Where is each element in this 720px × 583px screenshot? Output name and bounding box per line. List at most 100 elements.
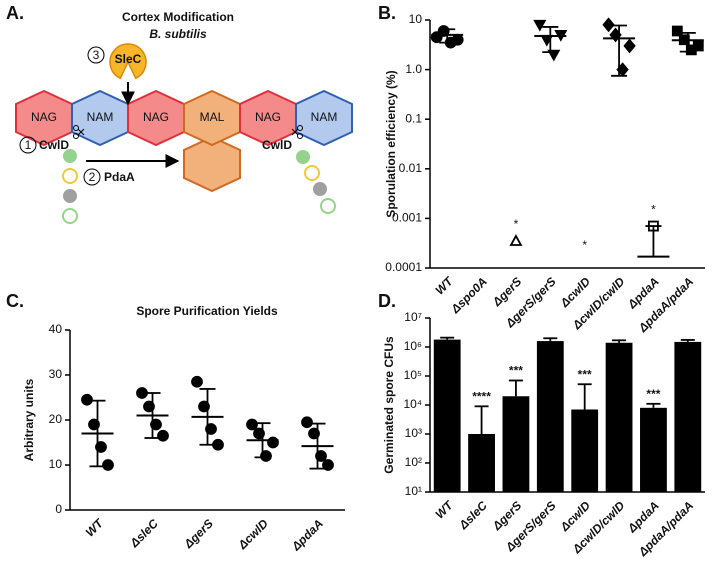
sugar-label: MAL xyxy=(200,110,225,124)
dot xyxy=(205,423,217,435)
significance: *** xyxy=(509,364,523,378)
slec-enzyme xyxy=(109,43,147,80)
y-tick-label: 0.0001 xyxy=(385,260,422,274)
dot xyxy=(88,418,100,431)
dot xyxy=(102,459,114,471)
step-number: 2 xyxy=(89,170,96,184)
dot xyxy=(301,416,313,429)
y-tick-label: 10 xyxy=(49,457,63,471)
scissors xyxy=(73,125,85,139)
y-axis-label: Sporulation efficiency (%) xyxy=(384,70,398,217)
dot xyxy=(308,427,320,440)
y-tick-label: 10⁴ xyxy=(403,397,422,411)
enzyme-label: CwlD xyxy=(39,138,69,152)
x-tick-label: ΔcwlD xyxy=(235,516,271,552)
peptide xyxy=(320,198,336,214)
step-circle xyxy=(83,168,101,186)
y-tick-label: 0.001 xyxy=(392,211,422,225)
y-tick-label: 0 xyxy=(55,502,62,516)
dot xyxy=(198,400,210,413)
significance: *** xyxy=(646,387,660,401)
peptide xyxy=(63,189,77,203)
sugar xyxy=(183,135,241,193)
dot xyxy=(150,418,162,431)
dot xyxy=(246,418,258,431)
sugar-label: NAG xyxy=(255,110,281,124)
peptide xyxy=(313,182,327,196)
y-axis-label: Germinated spore CFUs xyxy=(382,336,396,474)
sugar-label: NAG xyxy=(143,110,169,124)
x-tick-label: ΔpdaA xyxy=(288,516,326,554)
significance: **** xyxy=(472,389,491,403)
significance: * xyxy=(582,238,587,252)
sugar-label: NAM xyxy=(87,110,114,124)
step-number: 3 xyxy=(93,48,100,62)
dot xyxy=(157,429,169,442)
y-tick-label: 30 xyxy=(49,367,63,381)
chart-title: Spore Purification Yields xyxy=(136,304,278,318)
y-tick-label: 10⁶ xyxy=(404,339,422,353)
sugar-label: NAG xyxy=(31,110,57,124)
peptide xyxy=(62,168,78,184)
enzyme-label: SleC xyxy=(115,52,142,66)
y-tick-label: 10⁵ xyxy=(404,368,422,382)
y-tick-label: 10² xyxy=(405,455,422,469)
dot xyxy=(191,375,203,388)
y-tick-label: 1.0 xyxy=(405,62,422,76)
y-tick-label: 10 xyxy=(409,12,423,26)
bar xyxy=(640,407,667,492)
panel-label: B. xyxy=(378,3,396,23)
dot xyxy=(671,25,683,37)
bar xyxy=(674,341,702,492)
y-tick-label: 20 xyxy=(49,412,63,426)
x-tick-label: WT xyxy=(432,497,456,521)
dot xyxy=(315,450,327,462)
x-tick-label: WT xyxy=(432,273,456,297)
panel-label: A. xyxy=(6,3,24,23)
bar xyxy=(605,342,633,492)
bar xyxy=(536,341,564,492)
diagram: A. Cortex Modification B. subtilis NAG N… xyxy=(6,3,353,224)
y-tick-label: 10⁷ xyxy=(404,310,422,324)
sugar xyxy=(295,89,353,147)
y-tick-label: 10¹ xyxy=(405,484,422,498)
x-tick-label: ΔsleC xyxy=(456,498,490,532)
dot xyxy=(95,441,107,453)
dot xyxy=(533,19,547,32)
dot xyxy=(143,400,155,413)
panel-label: D. xyxy=(378,291,396,311)
dot xyxy=(648,220,659,232)
dot xyxy=(602,17,615,33)
peptide xyxy=(296,150,310,164)
y-tick-label: 10³ xyxy=(405,426,422,440)
dot xyxy=(509,234,523,246)
scissors xyxy=(291,125,303,139)
peptide xyxy=(62,208,78,224)
panel-label: C. xyxy=(6,291,24,311)
y-tick-label: 0.1 xyxy=(405,111,422,125)
y-axis-label: Arbitrary units xyxy=(22,378,36,461)
bar xyxy=(502,396,530,492)
bar xyxy=(571,409,599,492)
bar xyxy=(468,434,495,492)
dot xyxy=(322,459,334,471)
y-tick-label: 40 xyxy=(49,322,63,336)
bar xyxy=(433,339,461,492)
dot xyxy=(267,436,279,449)
dot xyxy=(692,40,704,52)
dot xyxy=(623,38,636,54)
diagram-title: Cortex Modification xyxy=(122,10,234,24)
dot xyxy=(260,450,272,462)
dot xyxy=(253,427,265,440)
peptide xyxy=(304,165,320,181)
enzyme-label: PdaA xyxy=(104,170,135,184)
step-number: 1 xyxy=(25,138,32,152)
x-tick-label: WT xyxy=(83,515,107,539)
significance: *** xyxy=(578,367,592,381)
y-tick-label: 0.01 xyxy=(399,161,423,175)
x-tick-label: ΔsleC xyxy=(127,516,161,550)
sugar-label: NAM xyxy=(311,110,338,124)
enzyme-label: CwlD xyxy=(262,138,292,152)
significance: * xyxy=(651,202,656,216)
